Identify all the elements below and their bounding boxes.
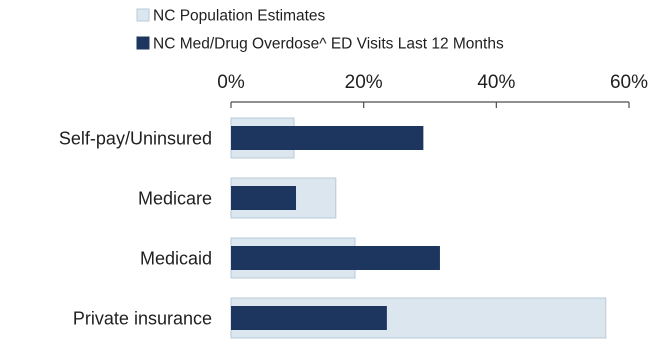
category-label: Private insurance bbox=[73, 309, 212, 329]
category-label: Medicaid bbox=[140, 249, 212, 269]
x-tick-label: 60% bbox=[610, 72, 648, 93]
bar-groups bbox=[230, 117, 607, 339]
bar-population bbox=[230, 297, 607, 339]
bar-overdose-visits bbox=[231, 306, 387, 330]
x-tick-label: 20% bbox=[345, 72, 383, 93]
legend-swatch-population bbox=[136, 8, 150, 22]
legend-label-overdose-visits: NC Med/Drug Overdose^ ED Visits Last 12 … bbox=[153, 36, 504, 53]
x-axis: 0% 20% 40% 60% bbox=[217, 72, 648, 108]
category-label: Medicare bbox=[138, 189, 212, 209]
bar-overdose-visits bbox=[231, 186, 297, 210]
x-tick-label: 0% bbox=[217, 72, 245, 93]
bar-overdose-visits bbox=[231, 246, 440, 270]
category-label: Self-pay/Uninsured bbox=[59, 129, 212, 149]
legend-label-population: NC Population Estimates bbox=[153, 8, 326, 25]
bar-overdose-visits bbox=[231, 126, 424, 150]
category-labels: Self-pay/Uninsured Medicare Medicaid Privat… bbox=[59, 129, 212, 329]
legend-swatch-overdose-visits bbox=[136, 36, 150, 50]
x-tick-label: 40% bbox=[477, 72, 515, 93]
chart-legend: NC Population Estimates NC Med/Drug Overd… bbox=[136, 8, 504, 53]
